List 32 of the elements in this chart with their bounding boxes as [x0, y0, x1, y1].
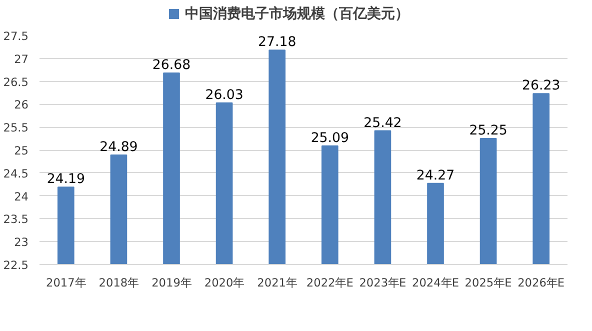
- x-tick-label: 2019年: [152, 276, 192, 290]
- y-tick-label: 27: [14, 52, 29, 66]
- y-tick-label: 25: [14, 144, 29, 158]
- y-tick-label: 25.5: [3, 120, 29, 135]
- y-tick-label: 24: [14, 189, 29, 204]
- data-label: 27.18: [258, 35, 296, 50]
- data-label: 25.42: [364, 116, 402, 131]
- data-label: 24.19: [46, 172, 85, 188]
- legend-item: 中国消费电子市场规模（百亿美元）: [169, 4, 409, 24]
- data-label: 26.03: [205, 88, 244, 103]
- y-tick-label: 22.5: [3, 258, 29, 272]
- data-label: 24.27: [416, 168, 455, 184]
- x-tick-label: 2023年E: [359, 276, 406, 290]
- y-tick-label: 23: [14, 235, 29, 250]
- data-label: 24.89: [100, 140, 138, 156]
- data-label: 25.09: [310, 130, 349, 146]
- x-tick-label: 2022年E: [306, 276, 354, 290]
- data-label: 26.23: [522, 78, 560, 94]
- y-tick-label: 27.5: [3, 29, 29, 43]
- x-tick-label: 2017年: [46, 276, 86, 290]
- x-tick-label: 2020年: [204, 276, 244, 290]
- x-tick-label: 2021年: [257, 276, 298, 290]
- x-tick-label: 2026年E: [518, 276, 565, 290]
- y-tick-label: 24.5: [3, 166, 29, 180]
- x-tick-label: 2018年: [98, 276, 139, 290]
- y-tick-label: 23.5: [3, 212, 29, 226]
- x-tick-label: 2024年E: [412, 276, 460, 290]
- x-tick-label: 2025年E: [464, 276, 512, 290]
- y-tick-label: 26: [14, 98, 29, 112]
- y-tick-label: 26.5: [3, 74, 29, 89]
- data-label: 26.68: [152, 58, 191, 74]
- data-label: 25.25: [469, 124, 508, 139]
